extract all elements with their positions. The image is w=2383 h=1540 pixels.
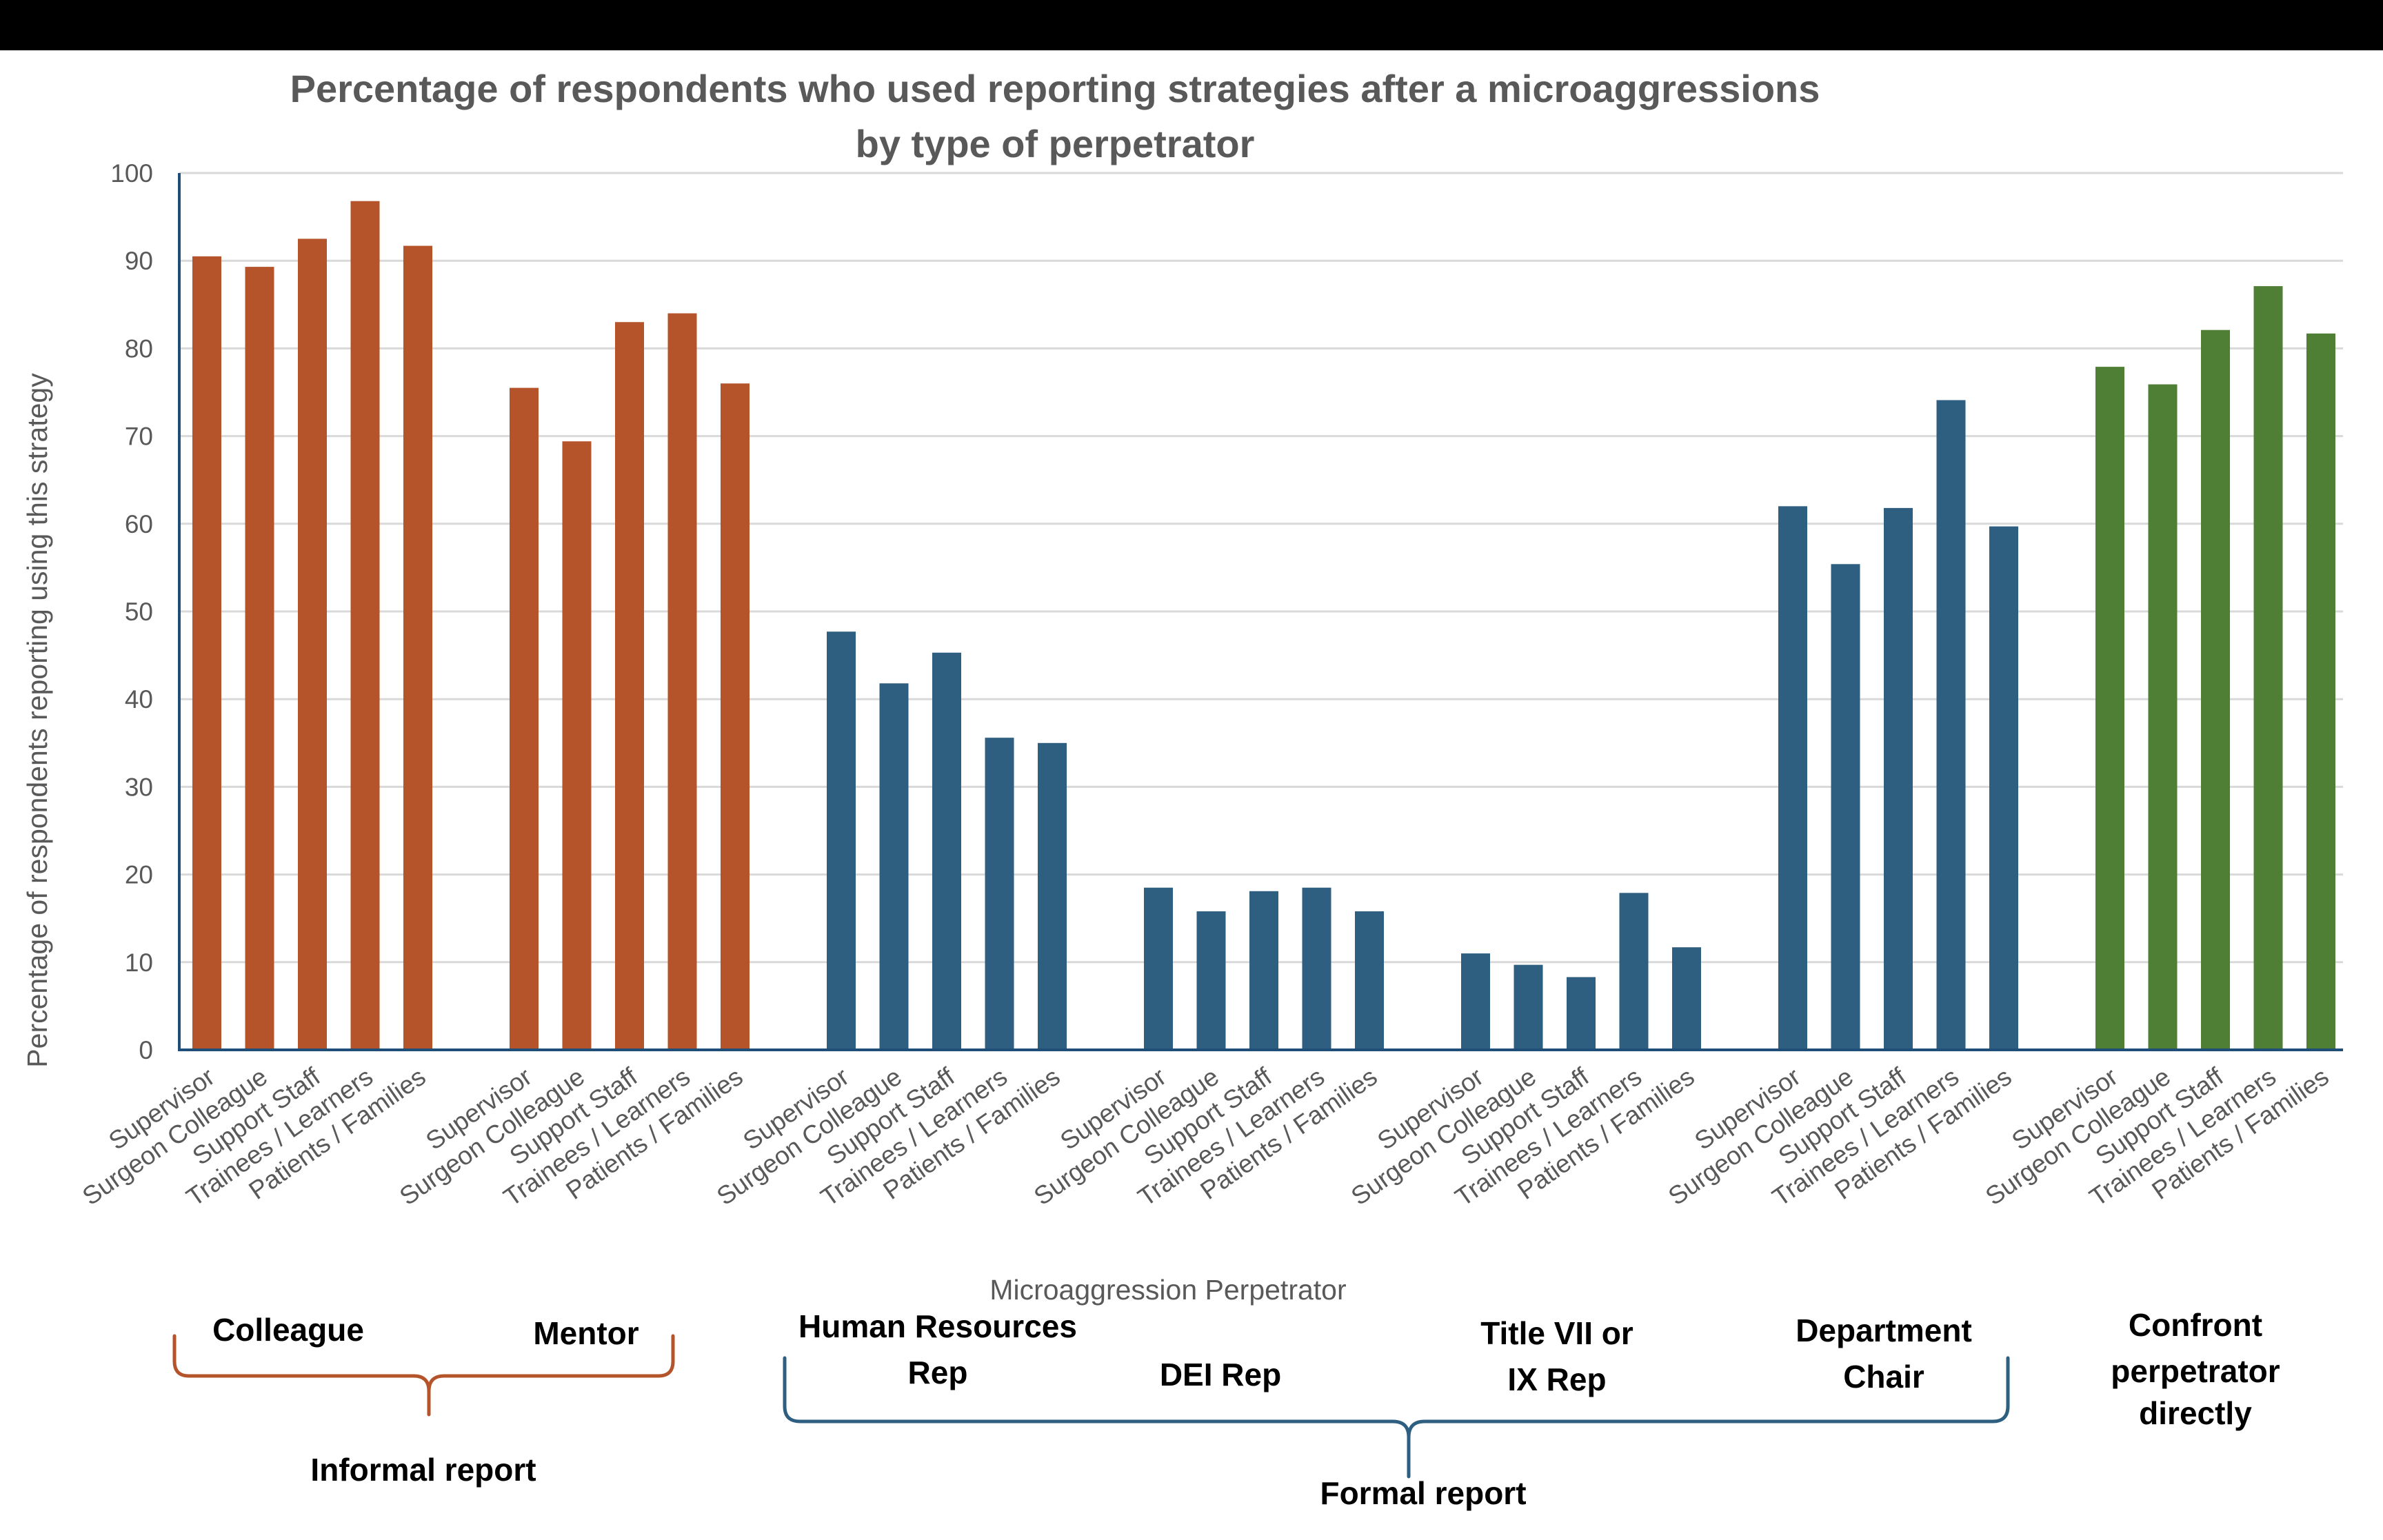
bar — [510, 387, 539, 1050]
y-tick-label: 10 — [125, 949, 153, 977]
bar — [1619, 893, 1649, 1050]
bar — [1884, 507, 1913, 1050]
formal-bracket — [783, 1356, 2010, 1479]
group-label-dei: DEI Rep — [1160, 1357, 1281, 1392]
bar — [1567, 977, 1596, 1050]
bar — [1831, 564, 1860, 1050]
bar — [721, 383, 750, 1050]
gridlines — [179, 172, 2343, 964]
bar — [298, 239, 327, 1050]
group-label-confront-line-2: perpetrator — [2111, 1353, 2280, 1389]
group-label-title7-line-2: IX Rep — [1507, 1361, 1606, 1397]
chart-title-line-1: Percentage of respondents who used repor… — [290, 67, 1820, 110]
y-tick-label: 40 — [125, 685, 153, 713]
group-label-title7-line-1: Title VII or — [1480, 1315, 1633, 1351]
bar — [192, 256, 221, 1051]
bar — [350, 201, 380, 1051]
group-label-chair-line-2: Chair — [1843, 1359, 1924, 1395]
bar — [2306, 333, 2335, 1050]
group-label-confront-line-1: Confront — [2129, 1307, 2262, 1343]
bar — [562, 441, 592, 1050]
y-tick-label: 70 — [125, 423, 153, 451]
y-axis-title: Percentage of respondents reporting usin… — [21, 373, 53, 1068]
bar — [985, 738, 1014, 1050]
bar — [2253, 286, 2283, 1050]
bar — [403, 245, 432, 1051]
bar — [1144, 887, 1173, 1050]
bar — [879, 683, 909, 1050]
informal-bracket — [172, 1334, 675, 1417]
bar — [1355, 911, 1384, 1050]
bar — [615, 322, 644, 1050]
group-label-confront-line-3: directly — [2139, 1395, 2252, 1431]
bars — [192, 201, 2335, 1051]
bar — [1249, 891, 1278, 1050]
bar — [2148, 384, 2178, 1050]
y-tick-label: 50 — [125, 598, 153, 626]
bar — [1672, 947, 1701, 1050]
bar — [1989, 526, 2018, 1050]
bar — [1038, 742, 1067, 1050]
bar — [827, 631, 856, 1050]
bar — [932, 652, 961, 1050]
y-tick-label: 100 — [110, 159, 153, 188]
bar — [2201, 330, 2230, 1050]
group-label-hr-line-1: Human Resources — [798, 1308, 1077, 1344]
y-tick-labels: 0 10 20 30 40 50 60 70 80 90 100 — [110, 159, 153, 1064]
bar — [245, 267, 274, 1050]
y-tick-label: 60 — [125, 510, 153, 538]
y-tick-label: 20 — [125, 861, 153, 889]
bar — [2095, 367, 2124, 1050]
group-label-mentor: Mentor — [533, 1315, 639, 1351]
bar — [1514, 964, 1543, 1050]
bar — [1778, 506, 1807, 1050]
group-label-hr-line-2: Rep — [908, 1355, 968, 1390]
x-axis-title: Microaggression Perpetrator — [989, 1274, 1346, 1306]
bar — [1936, 400, 1966, 1050]
y-tick-label: 30 — [125, 773, 153, 801]
informal-report-label: Informal report — [310, 1452, 536, 1488]
group-label-colleague: Colleague — [212, 1312, 364, 1348]
bar — [667, 313, 697, 1050]
bar — [1461, 953, 1490, 1050]
group-label-chair-line-1: Department — [1796, 1313, 1972, 1348]
y-tick-label: 90 — [125, 247, 153, 275]
y-tick-label: 80 — [125, 334, 153, 363]
bar — [1196, 911, 1226, 1050]
formal-report-label: Formal report — [1320, 1475, 1526, 1511]
bar — [1302, 887, 1331, 1050]
y-tick-label: 0 — [139, 1036, 153, 1064]
top-black-bar — [0, 0, 2383, 50]
chart-title-line-2: by type of perpetrator — [856, 122, 1255, 165]
